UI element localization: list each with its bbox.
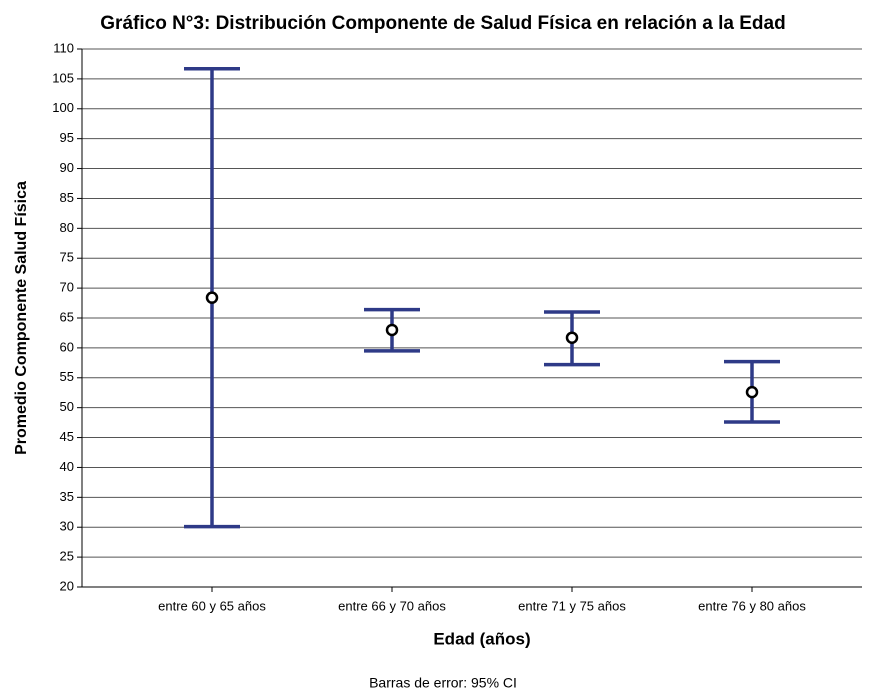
- y-tick-label: 20: [60, 578, 74, 593]
- y-tick-label: 70: [60, 280, 74, 295]
- x-axis-label: Edad (años): [433, 629, 530, 648]
- x-tick-label: entre 66 y 70 años: [338, 598, 446, 613]
- y-tick-label: 30: [60, 519, 74, 534]
- y-tick-label: 60: [60, 339, 74, 354]
- y-axis-label: Promedio Componente Salud Física: [13, 181, 30, 455]
- mean-point: [745, 385, 759, 399]
- y-tick-label: 80: [60, 220, 74, 235]
- y-tick-label: 75: [60, 250, 74, 265]
- y-tick-label: 55: [60, 369, 74, 384]
- y-tick-label: 90: [60, 160, 74, 175]
- mean-point: [565, 331, 579, 344]
- y-tick-label: 40: [60, 459, 74, 474]
- y-tick-label: 35: [60, 489, 74, 504]
- x-tick-label: entre 76 y 80 años: [698, 598, 806, 613]
- y-tick-label: 45: [60, 429, 74, 444]
- x-tick-label: entre 71 y 75 años: [518, 598, 626, 613]
- y-tick-label: 100: [52, 100, 74, 115]
- y-tick-label: 50: [60, 399, 74, 414]
- mean-point: [385, 323, 399, 337]
- y-tick-label: 110: [53, 40, 74, 55]
- chart-title: Gráfico N°3: Distribución Componente de …: [100, 13, 785, 34]
- y-tick-label: 25: [60, 549, 74, 564]
- y-tick-label: 65: [60, 309, 74, 324]
- mean-point: [205, 291, 219, 304]
- footnote: Barras de error: 95% CI: [369, 675, 517, 691]
- y-tick-label: 85: [60, 190, 74, 205]
- y-tick-label: 105: [52, 70, 74, 85]
- x-tick-label: entre 60 y 65 años: [158, 598, 266, 613]
- y-tick-label: 95: [60, 130, 74, 145]
